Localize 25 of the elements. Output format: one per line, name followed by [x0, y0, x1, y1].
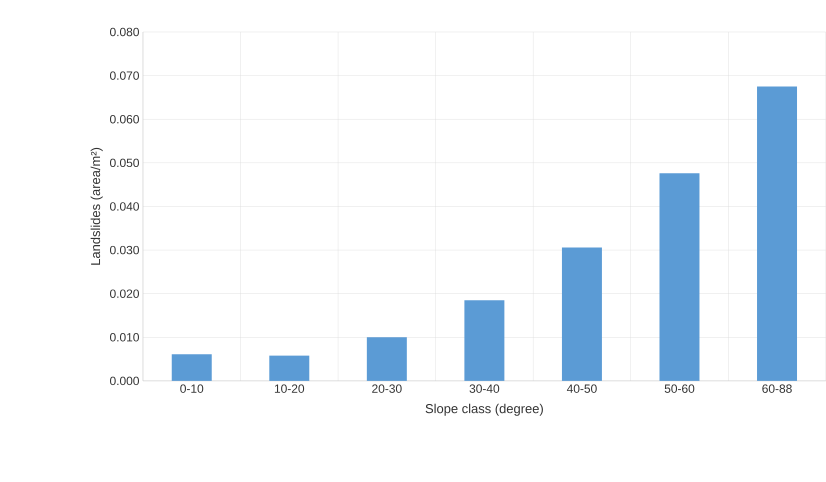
- x-tick-label: 10-20: [274, 384, 304, 393]
- x-tick-label: 30-40: [470, 384, 500, 393]
- y-tick-label: 0.050: [110, 158, 139, 168]
- x-tick-label: 50-60: [664, 384, 694, 393]
- x-tick-label: 20-30: [372, 384, 402, 393]
- x-tick-label: 40-50: [566, 384, 597, 393]
- bar: [464, 300, 504, 381]
- y-tick-label: 0.000: [110, 376, 139, 386]
- y-tick-label: 0.040: [110, 202, 139, 211]
- x-axis-title: Slope class (degree): [426, 404, 543, 416]
- bar: [757, 86, 798, 381]
- bar: [659, 173, 700, 381]
- bar: [562, 248, 602, 381]
- y-tick-label: 0.080: [110, 28, 139, 36]
- y-axis-title: Landslides (area/m²): [90, 148, 103, 265]
- y-tick-label: 0.030: [110, 246, 139, 254]
- y-tick-label: 0.070: [110, 71, 139, 80]
- bar: [366, 337, 407, 381]
- x-tick-label: 0-10: [180, 384, 204, 393]
- bar: [269, 356, 310, 381]
- y-tick-label: 0.020: [110, 290, 139, 298]
- bar: [172, 354, 212, 381]
- y-tick-label: 0.010: [110, 333, 139, 342]
- y-tick-label: 0.060: [110, 115, 139, 124]
- x-tick-label: 60-88: [762, 384, 792, 393]
